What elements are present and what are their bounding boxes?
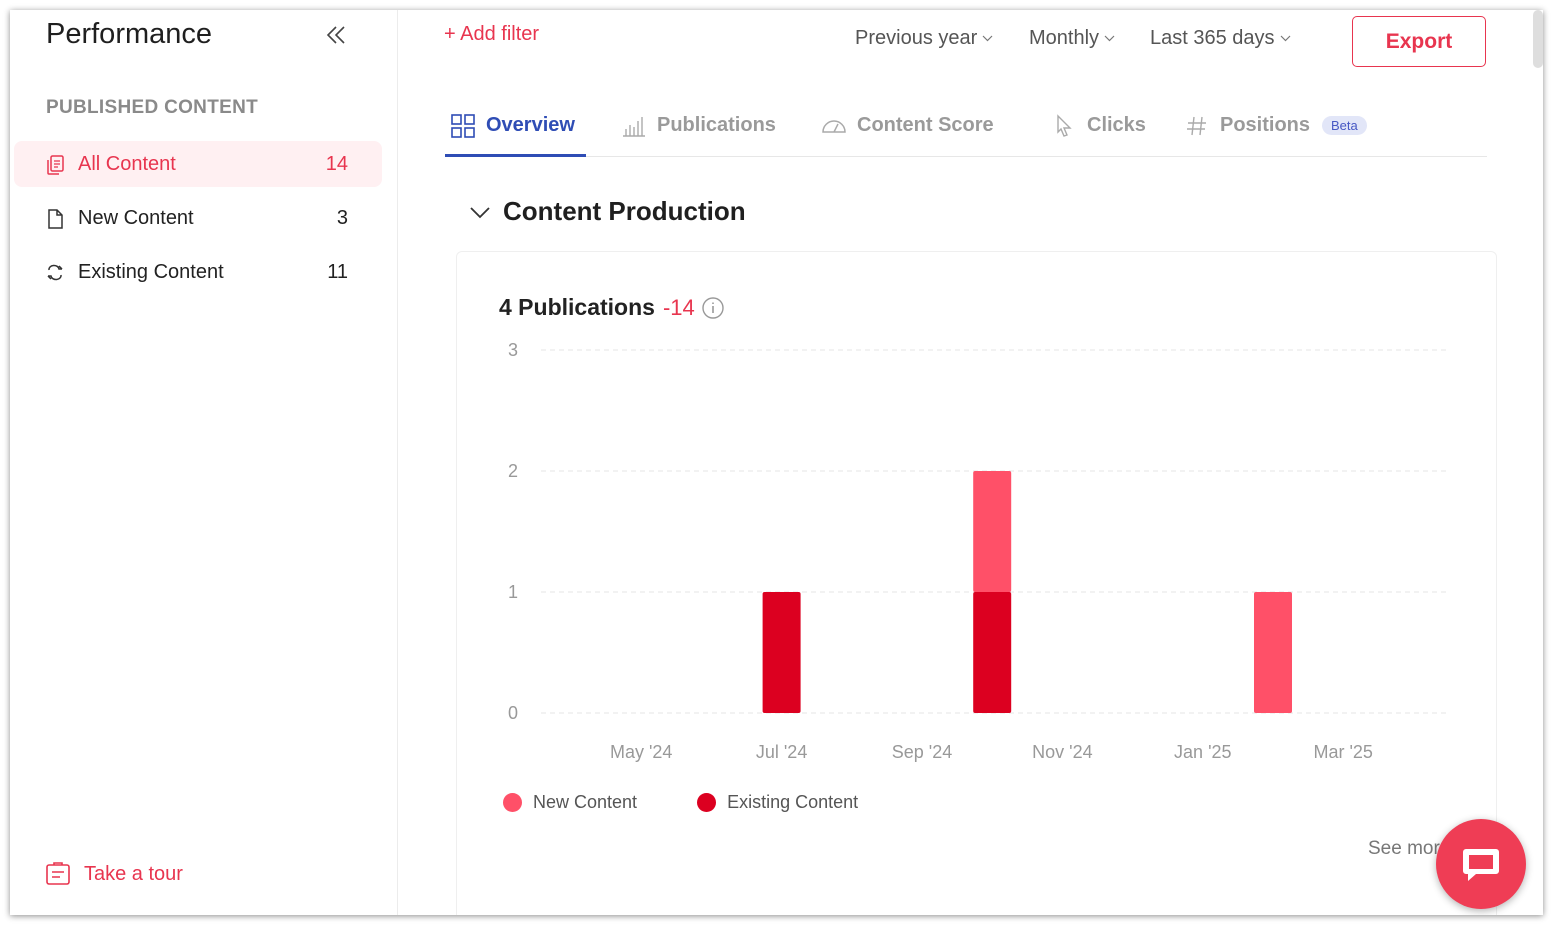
sidebar: Performance PUBLISHED CONTENT All Conten… (10, 10, 398, 915)
chevron-down-icon (1104, 35, 1115, 42)
double-chevron-left-icon (326, 26, 345, 44)
sidebar-item-new-content[interactable]: New Content 3 (14, 195, 382, 241)
legend-dot (503, 793, 522, 812)
tab-bar: Overview Publications Content Score Clic… (445, 94, 1487, 157)
chevron-down-icon (1280, 35, 1290, 42)
gauge-icon (822, 119, 846, 133)
sidebar-item-label: New Content (78, 206, 194, 229)
sidebar-item-count: 3 (336, 206, 348, 229)
take-a-tour-label: Take a tour (84, 862, 183, 885)
main-panel: + Add filter Previous year Monthly Last … (399, 10, 1543, 915)
x-tick-label: Jul '24 (756, 742, 807, 762)
tab-clicks[interactable]: Clicks (1051, 94, 1146, 157)
publications-count: 4 Publications (499, 294, 655, 320)
x-tick-label: Mar '25 (1313, 742, 1372, 762)
date-range-dropdown[interactable]: Last 365 days (1150, 27, 1291, 50)
bar-chart-icon (623, 116, 645, 137)
scrollbar[interactable] (1533, 10, 1543, 68)
chevron-down-icon (470, 206, 490, 218)
content-production-card: 4 Publications -14 0 1 2 3 May '24 Jul '24 Sep… (456, 251, 1497, 915)
refresh-icon (47, 264, 63, 281)
export-button[interactable]: Export (1352, 16, 1486, 67)
beta-badge: Beta (1322, 116, 1367, 135)
legend-dot (697, 793, 717, 812)
see-more-link[interactable]: See more (1368, 838, 1451, 859)
x-tick-label: May '24 (610, 742, 672, 762)
sidebar-item-label: All Content (78, 152, 176, 175)
section-label: PUBLISHED CONTENT (46, 97, 258, 118)
app-window: Performance PUBLISHED CONTENT All Conten… (10, 10, 1543, 915)
legend-label: New Content (533, 792, 638, 812)
y-tick-label: 1 (508, 582, 518, 602)
chat-icon (1463, 849, 1499, 881)
interval-dropdown-value: Monthly (1029, 27, 1100, 49)
bar-new-content (1254, 592, 1292, 713)
publications-delta: -14 (662, 294, 695, 320)
legend-label: Existing Content (727, 792, 859, 812)
publications-chart: 0 1 2 3 May '24 Jul '24 Sep '24 Nov '24 Jan '25 M… (508, 340, 1447, 762)
compare-dropdown-value: Previous year (855, 27, 978, 49)
date-range-dropdown-value: Last 365 days (1150, 27, 1275, 49)
sidebar-item-existing-content[interactable]: Existing Content 11 (14, 249, 382, 295)
y-tick-label: 3 (508, 340, 518, 360)
collapse-sidebar-button[interactable] (322, 22, 350, 50)
x-tick-label: Nov '24 (1032, 742, 1092, 762)
active-tab-indicator (445, 154, 586, 157)
y-tick-label: 2 (508, 461, 518, 481)
bar-existing-content (762, 592, 801, 713)
content-production-toggle[interactable]: Content Production (469, 196, 746, 227)
copy-icon (47, 155, 64, 175)
tab-label: Publications (657, 114, 776, 136)
sidebar-item-label: Existing Content (78, 260, 224, 283)
sidebar-item-all-content[interactable]: All Content 14 (14, 141, 382, 187)
cursor-icon (1057, 113, 1072, 137)
tab-content-score[interactable]: Content Score (821, 94, 994, 157)
tab-label: Overview (486, 114, 575, 136)
publications-summary: 4 Publications -14 (499, 294, 725, 321)
grid-icon (451, 113, 475, 138)
hash-icon (1187, 116, 1206, 135)
section-title: Content Production (503, 196, 746, 226)
take-a-tour-button[interactable]: Take a tour (44, 860, 183, 888)
info-icon[interactable] (701, 296, 725, 320)
x-tick-label: Jan '25 (1174, 742, 1231, 762)
x-tick-label: Sep '24 (892, 742, 953, 762)
legend-entry-new-content[interactable]: New Content (503, 792, 637, 813)
clipboard-icon (46, 862, 70, 885)
sidebar-item-count: 11 (327, 260, 348, 283)
bar-new-content (973, 471, 1012, 592)
tab-positions[interactable]: Positions Beta (1184, 94, 1367, 157)
add-filter-button[interactable]: + Add filter (444, 23, 540, 45)
y-tick-label: 0 (508, 703, 518, 723)
tab-label: Positions (1220, 114, 1311, 136)
tab-label: Clicks (1087, 114, 1146, 136)
chevron-down-icon (982, 35, 993, 42)
tab-publications[interactable]: Publications (621, 94, 776, 157)
tab-overview[interactable]: Overview (450, 94, 575, 157)
compare-dropdown[interactable]: Previous year (855, 27, 993, 50)
interval-dropdown[interactable]: Monthly (1029, 27, 1115, 50)
bar-existing-content (973, 592, 1012, 713)
chat-button[interactable] (1436, 819, 1526, 909)
chart-legend: New Content Existing Content (503, 792, 918, 813)
tab-label: Content Score (857, 114, 994, 136)
app-title: Performance (46, 18, 213, 50)
sidebar-item-count: 14 (325, 152, 348, 175)
file-icon (48, 209, 63, 229)
legend-entry-existing-content[interactable]: Existing Content (697, 792, 858, 813)
